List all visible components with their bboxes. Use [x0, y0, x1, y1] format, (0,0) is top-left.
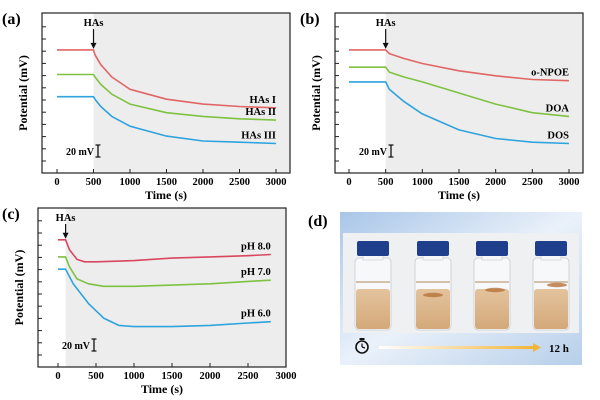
- vial-cap: [417, 241, 449, 256]
- x-tick-label: 3000: [266, 177, 287, 188]
- x-axis-label: Time (s): [438, 188, 480, 202]
- scale-bar-label: 20 mV: [359, 147, 388, 158]
- series-label: pH 6.0: [241, 309, 271, 320]
- panel-label: (c): [2, 206, 20, 223]
- vial-cap: [476, 241, 508, 256]
- x-tick-label: 500: [378, 177, 394, 188]
- vial: [414, 241, 452, 331]
- x-tick-label: 2000: [193, 177, 214, 188]
- vial-cap: [535, 241, 567, 256]
- x-tick-label: 500: [86, 177, 102, 188]
- vial-precipitate: [547, 282, 567, 288]
- shaded-region: [385, 13, 583, 173]
- vial: [473, 241, 511, 331]
- series-line-ph-8-0: [58, 239, 271, 263]
- x-tick-label: 3000: [559, 177, 580, 188]
- y-axis-label: Potential (mV): [12, 250, 26, 326]
- series-line-has-iii: [57, 95, 277, 145]
- time-arrow: [379, 343, 541, 352]
- vial-precipitate: [485, 287, 505, 293]
- x-tick-label: 1000: [412, 177, 433, 188]
- series-label: o-NPOE: [531, 68, 569, 79]
- x-tick-label: 2500: [238, 371, 259, 382]
- series-label: HAs I: [249, 95, 276, 106]
- panel-a-chart: (a) 0 500 1000 1500 2000 2500 3000 Time (s) Poten…: [2, 11, 291, 202]
- vial: [354, 241, 392, 331]
- x-tick-label: 3000: [276, 371, 297, 382]
- panel-label: (d): [308, 213, 328, 230]
- time-label: 12 h: [549, 343, 569, 355]
- vial-cap: [357, 241, 389, 256]
- x-tick-label: 0: [55, 371, 60, 382]
- panel-d-photo: (d) 12 h: [308, 212, 582, 365]
- series-label: DOS: [547, 130, 569, 141]
- series-label: HAs II: [245, 107, 276, 118]
- scale-bar-label: 20 mV: [66, 147, 95, 158]
- x-tick-label: 1000: [120, 177, 141, 188]
- panel-c-chart: (c) 0 500 1000 1500 2000 2500 3000 Time (s) Poten…: [2, 206, 297, 396]
- scale-bar-label: 20 mV: [62, 341, 91, 352]
- series-line-ph-7-0: [58, 256, 271, 288]
- series-line-ph-6-0: [58, 268, 271, 328]
- series-line-dos: [349, 81, 570, 145]
- x-tick-label: 1500: [162, 371, 183, 382]
- x-tick-label: 2500: [229, 177, 250, 188]
- annotation-label: HAs: [84, 18, 104, 29]
- x-tick-label: 1500: [156, 177, 177, 188]
- vial-liquid: [475, 289, 509, 329]
- plot-frame: [37, 207, 287, 368]
- annotation-arrow-head: [62, 232, 69, 239]
- annotation-label: HAs: [56, 213, 76, 224]
- series-label: pH 7.0: [241, 267, 271, 278]
- series-line-o-npoe: [349, 49, 570, 82]
- vial-liquid: [356, 289, 390, 329]
- vial-liquid: [416, 289, 450, 329]
- x-tick-label: 1000: [124, 371, 145, 382]
- shaded-region: [65, 208, 286, 367]
- vials-group: [354, 241, 570, 331]
- annotation-arrow-head: [90, 42, 97, 49]
- shaded-region: [93, 13, 290, 173]
- x-tick-label: 2000: [485, 177, 506, 188]
- panel-b-chart: (b) 0 500 1000 1500 2000 2500 3000 Time (s) Poten…: [300, 11, 584, 202]
- annotation-label: HAs: [376, 18, 396, 29]
- y-axis-label: Potential (mV): [16, 55, 30, 131]
- series-label: DOA: [546, 103, 570, 114]
- vial-precipitate: [423, 292, 443, 298]
- vial: [532, 241, 570, 331]
- x-tick-label: 1500: [449, 177, 470, 188]
- panel-label: (b): [300, 11, 320, 28]
- y-axis-label: Potential (mV): [309, 55, 323, 131]
- series-label: pH 8.0: [241, 241, 271, 252]
- series-line-has-i: [57, 49, 277, 109]
- x-axis-label: Time (s): [141, 382, 183, 396]
- x-tick-label: 2000: [200, 371, 221, 382]
- vial-liquid: [534, 289, 568, 329]
- x-tick-label: 0: [346, 177, 351, 188]
- series-label: HAs III: [241, 130, 276, 141]
- x-axis-label: Time (s): [145, 188, 187, 202]
- x-tick-label: 500: [88, 371, 104, 382]
- panel-label: (a): [2, 11, 21, 28]
- stopwatch-icon: [355, 338, 369, 354]
- series-line-doa: [349, 66, 570, 118]
- series-line-has-ii: [57, 73, 277, 121]
- x-tick-label: 2500: [522, 177, 543, 188]
- annotation-arrow-head: [382, 42, 389, 49]
- x-tick-label: 0: [54, 177, 59, 188]
